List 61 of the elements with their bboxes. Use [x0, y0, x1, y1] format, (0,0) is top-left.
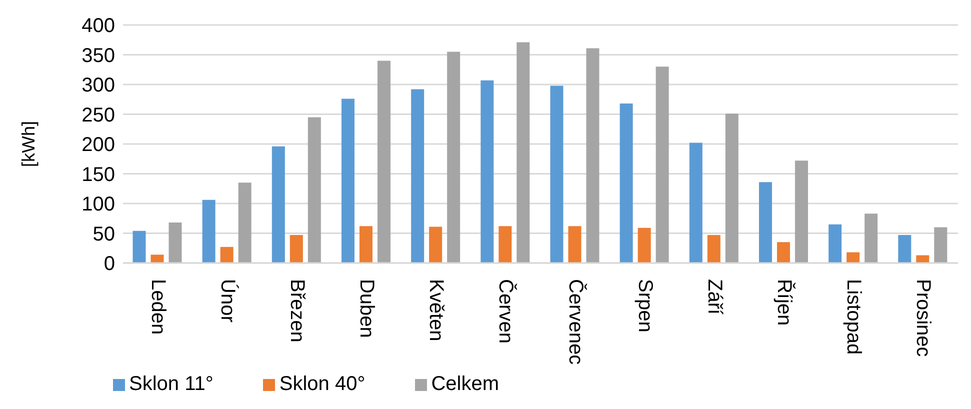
bar: [480, 80, 494, 263]
bar: [359, 226, 372, 263]
bar: [429, 226, 442, 263]
bar: [272, 146, 285, 263]
bar: [916, 255, 930, 263]
bar: [758, 182, 772, 263]
bar: [341, 98, 354, 263]
bar: [377, 60, 390, 263]
y-tick-label: 0: [104, 253, 115, 276]
x-tick-label: Duben: [356, 279, 378, 338]
y-tick-label: 200: [82, 134, 115, 156]
bar: [550, 86, 564, 263]
bar: [202, 200, 216, 263]
legend-label: Celkem: [431, 373, 499, 395]
y-tick-label: 300: [82, 74, 115, 97]
legend-label: Sklon 40°: [279, 373, 366, 395]
bar: [150, 254, 164, 263]
bar: [568, 226, 582, 263]
bar: [308, 117, 321, 263]
x-tick-label: Červen: [494, 279, 518, 344]
bar: [794, 160, 808, 263]
bar: [864, 214, 878, 263]
x-tick-label: Březen: [286, 279, 308, 342]
bar: [828, 224, 842, 263]
bar: [776, 242, 790, 263]
y-tick-label: 150: [82, 164, 115, 186]
bar: [725, 114, 738, 263]
x-tick-label: Září: [703, 279, 726, 315]
bar: [707, 235, 720, 263]
y-tick-label: 50: [92, 223, 115, 246]
bar: [290, 235, 303, 263]
bar: [132, 230, 146, 263]
bar: [689, 142, 702, 263]
x-tick-label: Listopad: [842, 279, 865, 355]
bar: [168, 222, 182, 263]
x-tick-label: Červenec: [564, 279, 588, 365]
bar: [898, 235, 912, 263]
bar: [934, 227, 948, 263]
legend-label: Sklon 11°: [129, 373, 214, 395]
y-tick-label: 100: [82, 194, 115, 216]
x-tick-label: Říjen: [773, 279, 796, 326]
y-tick-label: 350: [82, 44, 115, 67]
bar: [220, 246, 234, 263]
bar: [656, 66, 669, 263]
bar: [411, 89, 424, 263]
x-tick-label: Únor: [216, 279, 240, 323]
y-axis-title: [kWh]: [18, 120, 38, 168]
bar: [238, 182, 252, 263]
bar: [516, 42, 530, 263]
bar: [638, 228, 651, 263]
bar: [498, 226, 512, 263]
x-tick-label: Srpen: [634, 279, 656, 332]
x-tick-label: Leden: [146, 279, 169, 335]
x-tick-label: Prosinec: [912, 279, 934, 357]
bar: [447, 52, 460, 263]
bar: [586, 48, 600, 263]
y-tick-label: 400: [82, 15, 115, 38]
bar: [620, 104, 633, 263]
x-tick-label: Květen: [425, 279, 448, 342]
y-tick-label: 250: [82, 104, 115, 126]
bar: [846, 252, 860, 263]
